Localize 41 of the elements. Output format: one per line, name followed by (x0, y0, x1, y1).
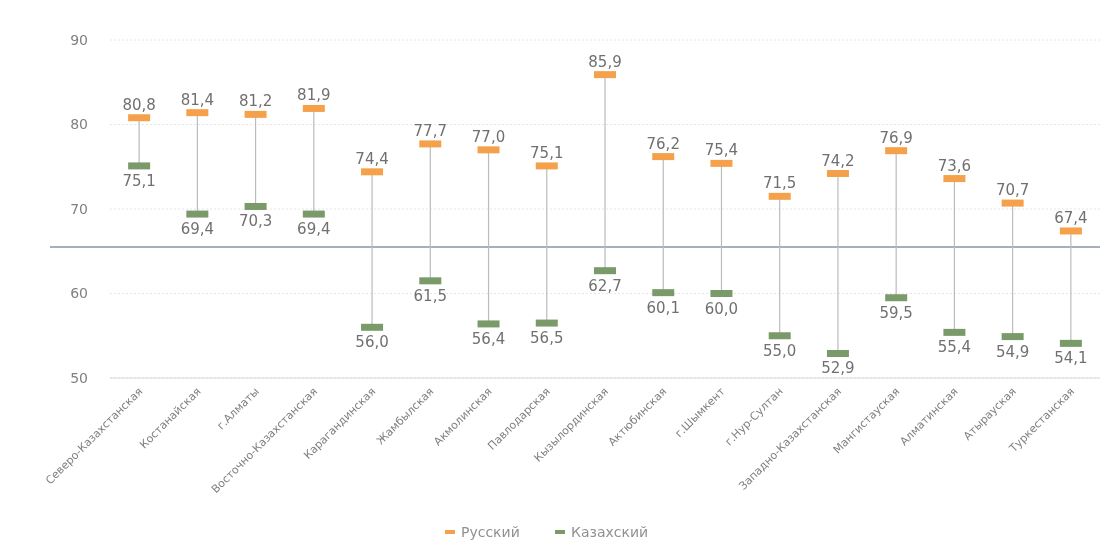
legend-label: Русский (461, 523, 520, 540)
data-label: 56,4 (471, 329, 506, 348)
data-label: 60,0 (704, 299, 739, 318)
data-label: 81,9 (297, 86, 331, 105)
data-label: 76,2 (646, 134, 680, 153)
data-label: 52,9 (821, 359, 855, 378)
data-label: 54,1 (1054, 349, 1088, 368)
data-label: 77,0 (471, 127, 506, 146)
legend-label: Казахский (571, 523, 649, 540)
data-label: 55,4 (937, 338, 972, 357)
data-label: 61,5 (413, 286, 447, 305)
data-label: 67,4 (1054, 208, 1088, 227)
data-label: 70,3 (238, 212, 273, 231)
data-label: 54,9 (995, 342, 1030, 361)
data-label: 69,4 (297, 220, 331, 239)
data-label: 60,1 (646, 298, 680, 317)
data-label: 75,4 (704, 141, 739, 160)
data-label: 74,2 (821, 151, 855, 170)
data-label: 75,1 (530, 143, 564, 162)
y-tick-label: 50 (70, 369, 88, 386)
y-tick-label: 70 (70, 200, 88, 217)
data-label: 81,2 (238, 92, 273, 111)
y-tick-label: 80 (70, 116, 88, 133)
y-tick-label: 90 (70, 31, 88, 48)
data-label: 55,0 (763, 341, 797, 360)
data-label: 59,5 (879, 303, 913, 322)
data-label: 73,6 (937, 156, 972, 175)
data-label: 76,9 (879, 128, 913, 147)
data-label: 56,5 (530, 329, 564, 348)
data-label: 75,1 (122, 171, 156, 190)
data-label: 80,8 (122, 95, 156, 114)
data-label: 81,4 (180, 90, 215, 109)
data-label: 85,9 (588, 52, 622, 71)
data-label: 71,5 (763, 174, 797, 193)
data-label: 69,4 (180, 220, 215, 239)
data-label: 62,7 (588, 276, 622, 295)
data-label: 56,0 (355, 333, 389, 352)
data-label: 74,4 (355, 149, 389, 168)
y-tick-label: 60 (70, 285, 88, 302)
data-label: 70,7 (995, 181, 1030, 200)
data-label: 77,7 (413, 121, 447, 140)
